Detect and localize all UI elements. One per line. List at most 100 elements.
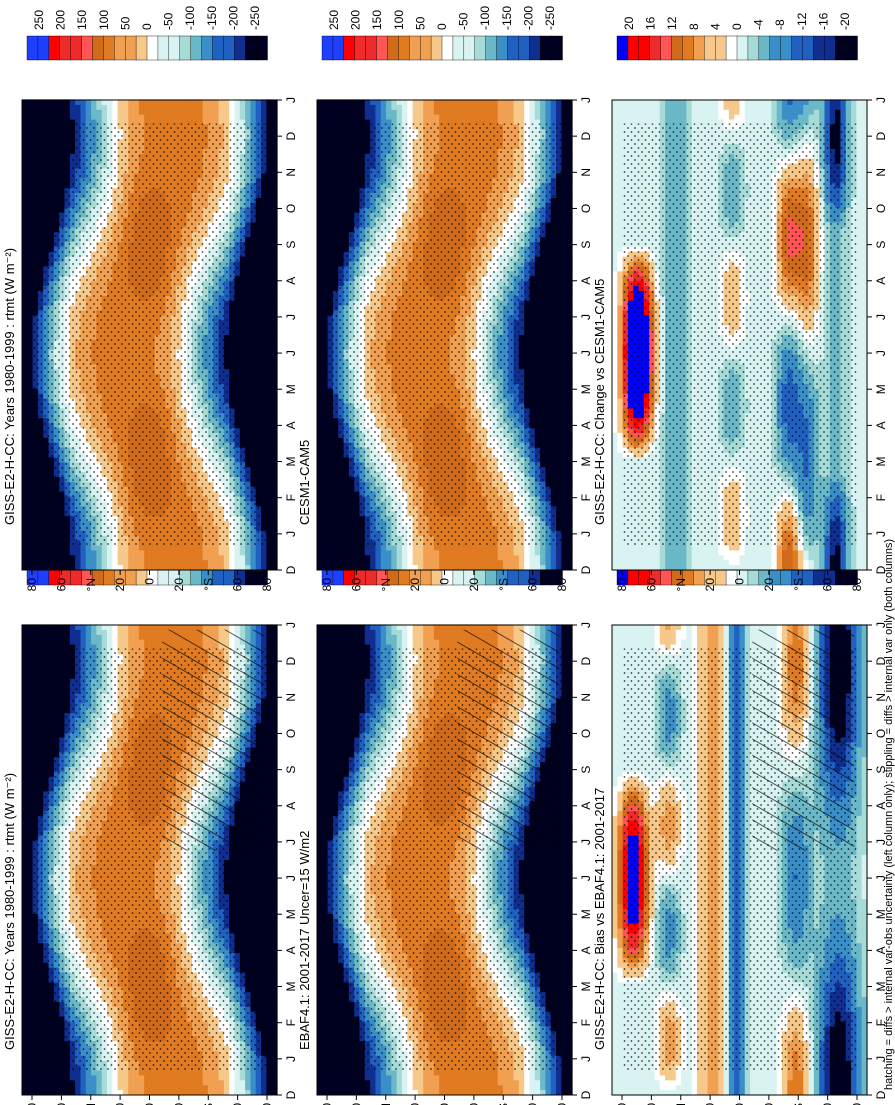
heatmap-cell <box>22 1016 28 1022</box>
heatmap-cell <box>22 967 28 973</box>
heatmap-cell <box>22 1041 28 1047</box>
heatmap-cell <box>123 629 129 635</box>
heatmap-cell <box>22 673 28 679</box>
heatmap-cell <box>134 1080 140 1086</box>
heatmap-cell <box>59 639 65 645</box>
heatmap-cell <box>134 634 140 640</box>
heatmap-cell <box>112 1085 118 1091</box>
heatmap-cell <box>75 629 81 635</box>
heatmap-cell <box>22 771 28 777</box>
heatmap-cell <box>65 634 71 640</box>
heatmap-cell <box>80 639 86 645</box>
heatmap-cell <box>49 1085 55 1091</box>
heatmap-cell <box>59 629 65 635</box>
heatmap-cell <box>86 1090 92 1096</box>
heatmap-cell <box>49 1080 55 1086</box>
heatmap-cell <box>43 1080 49 1086</box>
heatmap-cell <box>139 1075 145 1081</box>
heatmap-cell <box>22 708 28 714</box>
heatmap-cell <box>54 1080 60 1086</box>
heatmap-cell <box>22 1085 28 1091</box>
heatmap-cell <box>22 776 28 782</box>
heatmap-cell <box>49 639 55 645</box>
heatmap-cell <box>102 1085 108 1091</box>
heatmap-cell <box>43 1075 49 1081</box>
heatmap-cell <box>22 992 28 998</box>
heatmap-cell <box>33 1075 39 1081</box>
heatmap-cell <box>118 639 124 645</box>
heatmap-cell <box>22 1011 28 1017</box>
panel-title: GISS-E2-H-CC: Years 1980-1999 : rtmt (W … <box>2 773 17 1050</box>
heatmap-cell <box>22 894 28 900</box>
heatmap-cell <box>112 1075 118 1081</box>
heatmap-cell <box>22 977 28 983</box>
heatmap-cell <box>22 703 28 709</box>
heatmap-cell <box>22 952 28 958</box>
heatmap-cell <box>22 1065 28 1071</box>
heatmap-cell <box>65 1090 71 1096</box>
heatmap-cell <box>22 830 28 836</box>
heatmap-cell <box>75 634 81 640</box>
heatmap-cell <box>112 639 118 645</box>
heatmap-cell <box>86 639 92 645</box>
heatmap-cell <box>86 1085 92 1091</box>
heatmap-cell <box>59 1080 65 1086</box>
heatmap-cell <box>75 639 81 645</box>
heatmap-cell <box>22 928 28 934</box>
heatmap-cell <box>54 634 60 640</box>
heatmap-cell <box>91 629 97 635</box>
heatmap-cell <box>22 962 28 968</box>
heatmap-cell <box>22 884 28 890</box>
heatmap-cell <box>75 1080 81 1086</box>
heatmap-cell <box>22 659 28 665</box>
heatmap-cell <box>91 639 97 645</box>
heatmap-cell <box>107 1075 113 1081</box>
heatmap-cell <box>22 698 28 704</box>
heatmap-cell <box>59 634 65 640</box>
heatmap-cell <box>22 840 28 846</box>
heatmap-cell <box>102 1075 108 1081</box>
heatmap-cell <box>49 634 55 640</box>
heatmap-cell <box>118 1085 124 1091</box>
heatmap-cell <box>96 1080 102 1086</box>
figure: GISS-E2-H-CC: Years 1980-1999 : rtmt (W … <box>0 0 895 1105</box>
heatmap-cell <box>22 1045 28 1051</box>
heatmap-cell <box>27 629 33 635</box>
heatmap-cell <box>128 639 134 645</box>
heatmap-cell <box>128 1075 134 1081</box>
heatmap-cell <box>43 639 49 645</box>
heatmap-cell <box>107 1080 113 1086</box>
heatmap-cell <box>107 629 113 635</box>
heatmap-cell <box>49 1090 55 1096</box>
heatmap-cell <box>22 634 28 640</box>
heatmap-cell <box>134 1075 140 1081</box>
heatmap-cell <box>70 1085 76 1091</box>
heatmap-cell <box>38 639 44 645</box>
heatmap-cell <box>43 1090 49 1096</box>
heatmap-cell <box>22 757 28 763</box>
heatmap-cell <box>107 1090 113 1096</box>
heatmap-cell <box>22 943 28 949</box>
heatmap-cell <box>22 752 28 758</box>
heatmap-cell <box>22 639 28 645</box>
heatmap-cell <box>22 654 28 660</box>
heatmap-cell <box>112 1080 118 1086</box>
heatmap-cell <box>22 913 28 919</box>
heatmap-cell <box>33 639 39 645</box>
heatmap-cell <box>22 806 28 812</box>
heatmap-cell <box>22 845 28 851</box>
heatmap-cell <box>22 874 28 880</box>
heatmap-cell <box>139 1080 145 1086</box>
heatmap-cell <box>22 678 28 684</box>
heatmap-cell <box>22 855 28 861</box>
heatmap-cell <box>22 737 28 743</box>
heatmap-cell <box>91 1090 97 1096</box>
heatmap-cell <box>22 796 28 802</box>
heatmap-cell <box>22 987 28 993</box>
heatmap-cell <box>33 1090 39 1096</box>
heatmap-cell <box>75 1075 81 1081</box>
heatmap-cell <box>134 1085 140 1091</box>
heatmap-cell <box>118 629 124 635</box>
panel-bias-model: GISS-E2-H-CC: Years 1980-1999 : rtmt (W … <box>2 531 298 1105</box>
heatmap-cell <box>22 649 28 655</box>
